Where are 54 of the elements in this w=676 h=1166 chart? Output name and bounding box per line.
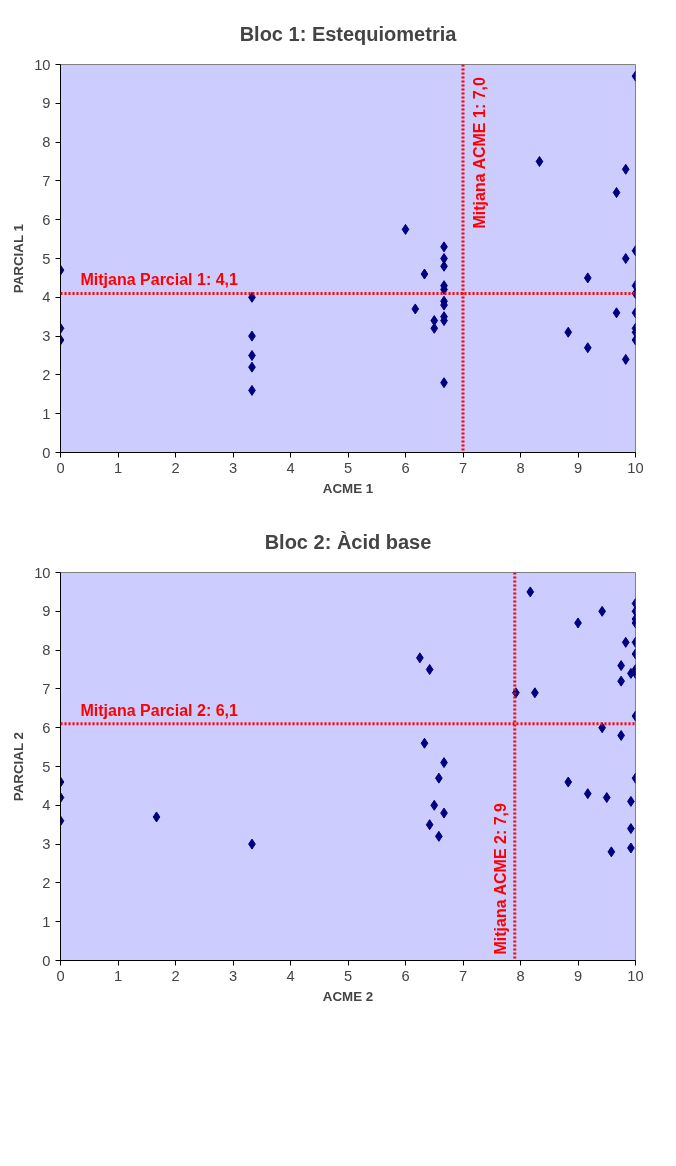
x-tick-label: 7 — [458, 459, 468, 476]
x-tick-label: 0 — [56, 459, 65, 476]
y-tick-label: 10 — [34, 564, 51, 581]
ref-line-label: Mitjana ACME 1: 7,0 — [471, 76, 488, 229]
x-axis-title: ACME 2 — [322, 988, 374, 1004]
y-tick-label: 2 — [42, 874, 51, 891]
chart-title: Bloc 1: Estequiometria — [239, 22, 458, 45]
x-tick-label: 6 — [401, 967, 410, 984]
y-tick-label: 3 — [42, 328, 51, 345]
x-tick-label: 7 — [458, 967, 468, 984]
y-tick-label: 10 — [34, 56, 51, 73]
y-tick-label: 8 — [42, 642, 51, 659]
x-tick-label: 10 — [627, 459, 644, 476]
y-tick-label: 1 — [42, 913, 51, 930]
y-tick-label: 5 — [42, 758, 51, 775]
x-tick-label: 10 — [627, 967, 644, 984]
x-tick-label: 8 — [516, 967, 525, 984]
x-tick-label: 5 — [343, 459, 353, 476]
x-tick-label: 2 — [171, 967, 180, 984]
ref-line-label: Mitjana ACME 2: 7,9 — [491, 802, 509, 955]
y-tick-label: 2 — [42, 366, 51, 383]
x-axis-title: ACME 1 — [322, 480, 374, 496]
y-tick-label: 8 — [42, 134, 51, 151]
y-tick-label: 9 — [42, 95, 51, 112]
x-tick-label: 2 — [171, 459, 180, 476]
ref-line-label: Mitjana Parcial 2: 6,1 — [80, 701, 239, 719]
x-tick-label: 4 — [286, 967, 295, 984]
y-tick-label: 7 — [42, 172, 51, 189]
y-tick-label: 1 — [42, 405, 51, 422]
x-tick-label: 9 — [573, 967, 583, 984]
ref-line-label: Mitjana Parcial 1: 4,1 — [80, 271, 239, 289]
y-tick-label: 4 — [42, 797, 51, 814]
y-tick-label: 0 — [42, 444, 51, 461]
y-tick-label: 6 — [42, 719, 51, 736]
x-tick-label: 8 — [516, 459, 525, 476]
x-tick-label: 3 — [228, 967, 238, 984]
y-tick-label: 6 — [42, 211, 51, 228]
x-tick-label: 5 — [343, 967, 353, 984]
x-tick-label: 6 — [401, 459, 410, 476]
x-tick-label: 1 — [113, 967, 123, 984]
x-tick-label: 4 — [286, 459, 295, 476]
x-tick-label: 0 — [56, 967, 65, 984]
x-tick-label: 1 — [113, 459, 123, 476]
chart-title: Bloc 2: Àcid base — [264, 530, 432, 553]
y-tick-label: 3 — [42, 836, 51, 853]
y-axis-title: PARCIAL 1 — [11, 223, 27, 294]
y-tick-label: 9 — [42, 603, 51, 620]
x-tick-label: 9 — [573, 459, 583, 476]
y-tick-label: 4 — [42, 289, 51, 306]
x-tick-label: 3 — [228, 459, 238, 476]
y-axis-title: PARCIAL 2 — [11, 732, 27, 802]
y-tick-label: 7 — [42, 680, 51, 697]
y-tick-label: 0 — [42, 952, 51, 969]
y-tick-label: 5 — [42, 250, 51, 267]
